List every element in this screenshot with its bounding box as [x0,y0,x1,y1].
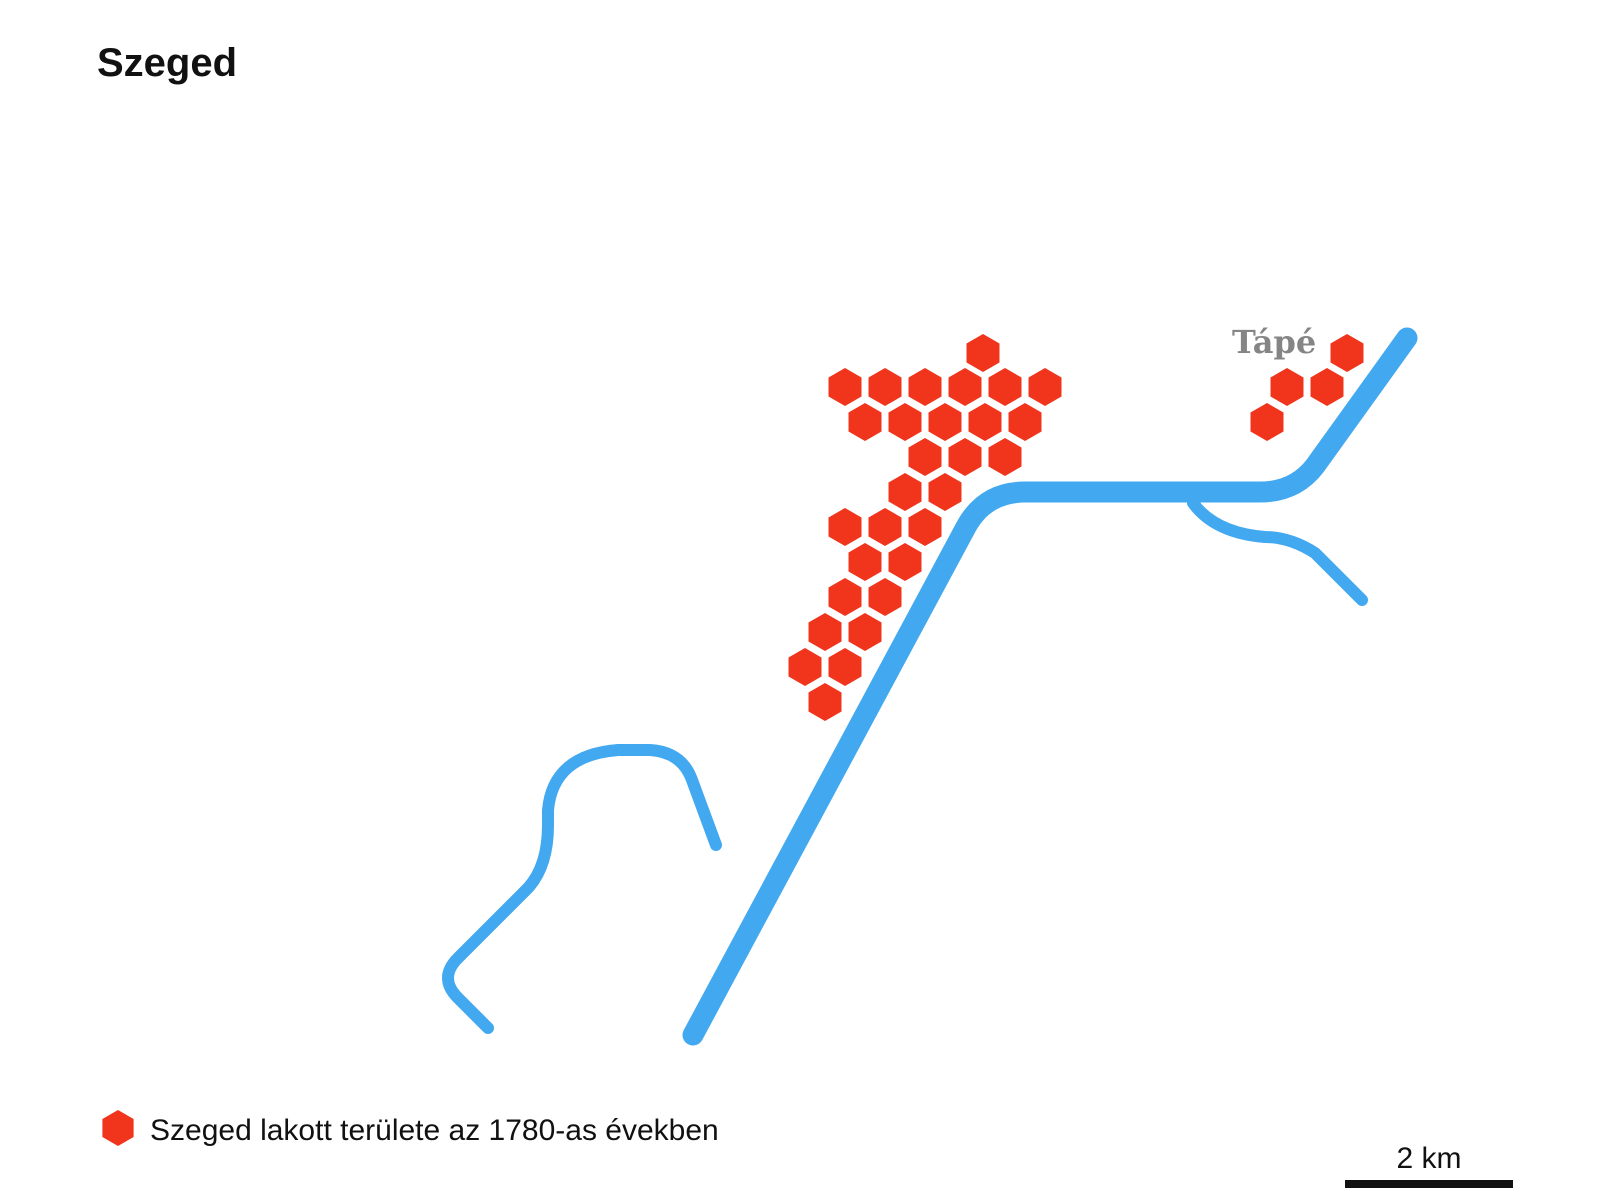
main-river [682,327,1418,1046]
settlement-hexagon [908,438,942,476]
settlement-hexagon [828,508,862,546]
settlement-hexagon [948,438,982,476]
settlement-hexagon [948,368,982,406]
settlement-hexagon [828,578,862,616]
scale-bar-label: 2 km [1396,1142,1461,1175]
rivers-layer [442,327,1418,1046]
settlement-hexagon [928,473,962,511]
hexagon-icon [102,1110,134,1146]
settlement-hexagon [868,508,902,546]
settlement-hexagon [868,578,902,616]
settlement-hexagon [1330,334,1364,372]
settlement-hexagon [1008,403,1042,441]
side-channel [1187,497,1368,606]
settlement-hexagon [888,403,922,441]
settlement-hexagon [928,403,962,441]
settlement-hexagon [848,543,882,581]
settlement-hexagons [788,334,1364,721]
settlement-hexagon [848,403,882,441]
settlement-hexagon [848,613,882,651]
settlement-hexagon [988,368,1022,406]
settlement-hexagon [828,368,862,406]
settlement-hexagon [808,683,842,721]
settlement-hexagon [808,613,842,651]
scale-bar-line [1345,1180,1513,1188]
map-title: Szeged [97,41,237,85]
settlement-hexagon [1270,368,1304,406]
legend-label: Szeged lakott területe az 1780-as évekbe… [150,1114,719,1147]
scale-bar: 2 km [1345,1142,1513,1188]
settlement-hexagon [888,473,922,511]
legend: Szeged lakott területe az 1780-as évekbe… [102,1110,719,1147]
settlement-hexagon [868,368,902,406]
oxbow-river [442,744,722,1034]
settlement-hexagon [828,648,862,686]
settlement-hexagon [968,403,1002,441]
settlement-hexagon [788,648,822,686]
place-label-tape: Tápé [1232,323,1316,361]
settlement-hexagon [966,334,1000,372]
settlement-hexagon [908,368,942,406]
settlement-hexagon [988,438,1022,476]
settlement-hexagon [1250,403,1284,441]
settlement-hexagon [1310,368,1344,406]
settlement-hexagon [888,543,922,581]
settlement-hexagon [1028,368,1062,406]
settlement-hexagon [908,508,942,546]
